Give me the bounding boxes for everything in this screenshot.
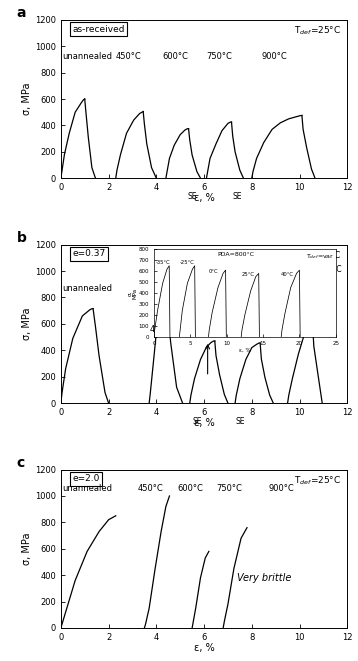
Text: T$_{def}$=25°C: T$_{def}$=25°C — [294, 24, 342, 37]
Y-axis label: σ, MPa: σ, MPa — [22, 83, 32, 115]
Text: c: c — [16, 455, 25, 469]
Text: unannealed: unannealed — [62, 484, 112, 492]
Text: SE: SE — [235, 417, 245, 426]
Text: 750°C: 750°C — [207, 52, 232, 61]
Text: 900°C: 900°C — [268, 484, 294, 492]
Text: 600°C: 600°C — [192, 325, 218, 334]
Text: 900°C: 900°C — [287, 325, 313, 334]
Text: b: b — [16, 231, 26, 245]
Text: 600°C: 600°C — [162, 52, 188, 61]
Text: 450°C: 450°C — [137, 484, 163, 492]
Text: as-received: as-received — [72, 24, 125, 34]
Text: Very brittle: Very brittle — [237, 573, 291, 583]
Text: T$_{def}$=25°C: T$_{def}$=25°C — [294, 249, 342, 262]
Y-axis label: σ, MPa: σ, MPa — [22, 307, 32, 340]
Text: a: a — [16, 6, 26, 20]
Text: unannealed: unannealed — [62, 284, 112, 293]
Text: 750°C: 750°C — [233, 325, 258, 334]
X-axis label: ε, %: ε, % — [194, 194, 214, 204]
X-axis label: ε, %: ε, % — [194, 643, 214, 653]
Text: unannealed: unannealed — [62, 52, 112, 61]
Text: SE: SE — [187, 192, 197, 201]
Text: 600°C: 600°C — [178, 484, 204, 492]
Text: SE: SE — [233, 192, 242, 201]
Text: 450°C: 450°C — [116, 52, 141, 61]
Text: e=0.37: e=0.37 — [72, 249, 106, 258]
Text: |dσ/ΔT~2 MPa/°C: |dσ/ΔT~2 MPa/°C — [276, 265, 342, 274]
Text: T$_{def}$=25°C: T$_{def}$=25°C — [294, 475, 342, 487]
Text: 900°C: 900°C — [261, 52, 287, 61]
Text: e=2.0: e=2.0 — [72, 475, 100, 483]
Text: 450°C: 450°C — [149, 325, 175, 334]
Y-axis label: σ, MPa: σ, MPa — [22, 533, 32, 565]
X-axis label: ε, %: ε, % — [194, 418, 214, 428]
Text: SE: SE — [192, 417, 202, 426]
Text: 750°C: 750°C — [216, 484, 242, 492]
